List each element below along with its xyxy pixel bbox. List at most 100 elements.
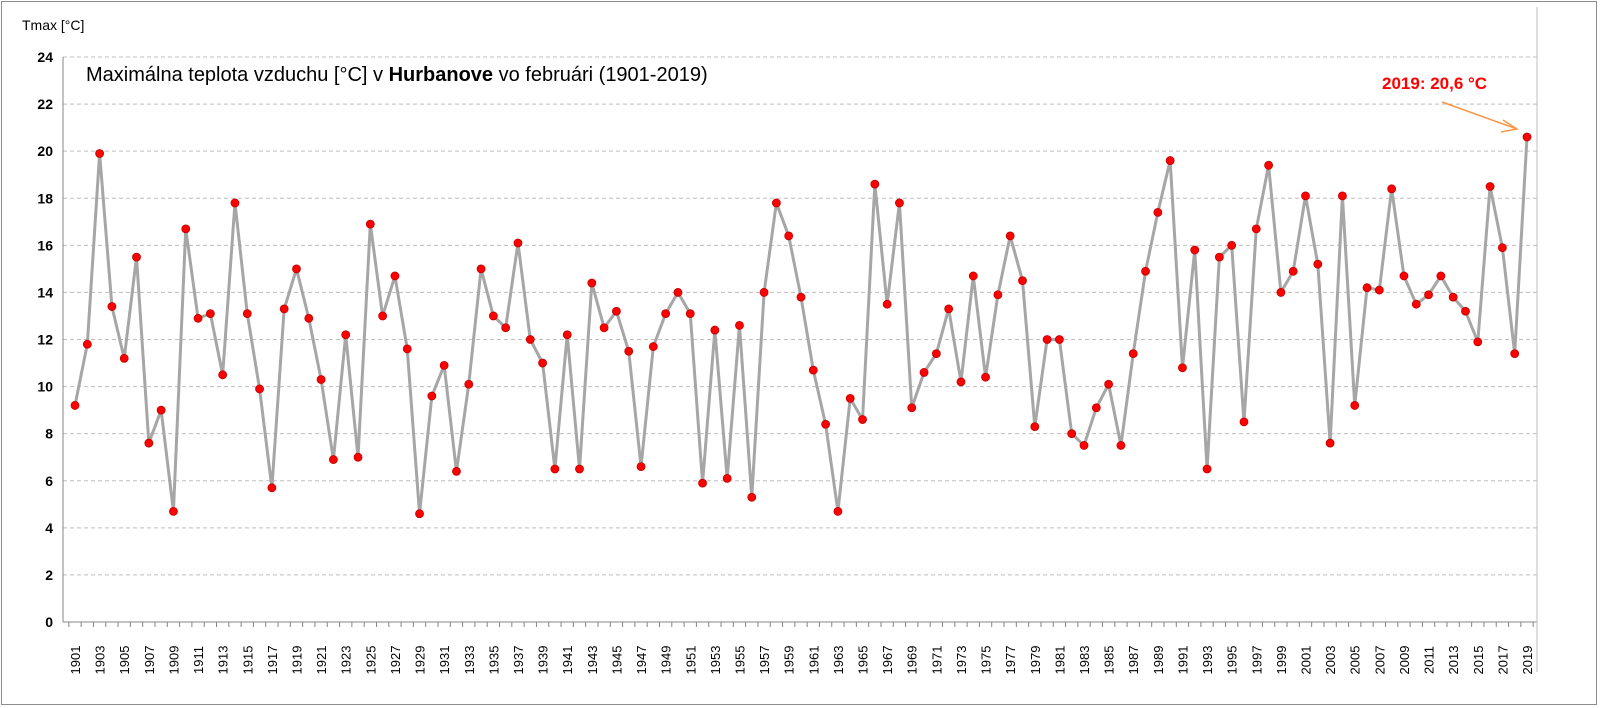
x-tick-label: 1957 — [757, 646, 772, 675]
x-tick-label: 1929 — [413, 646, 428, 675]
y-tick-label: 16 — [37, 237, 53, 253]
x-tick-label: 1979 — [1028, 646, 1043, 675]
data-point-2005 — [1350, 401, 1360, 410]
x-tick-label: 1963 — [831, 646, 846, 675]
data-point-2007 — [1374, 285, 1384, 295]
data-point-1905 — [119, 353, 129, 363]
x-tick-label: 1973 — [954, 646, 969, 675]
x-tick-label: 1945 — [609, 646, 624, 675]
data-point-1936 — [501, 323, 511, 333]
x-tick-label: 1959 — [782, 646, 797, 675]
data-point-2015 — [1473, 337, 1483, 347]
x-tick-label: 1989 — [1151, 646, 1166, 675]
x-tick-label: 2007 — [1372, 646, 1387, 675]
data-point-1974 — [968, 271, 978, 281]
data-point-1934 — [476, 264, 486, 274]
x-tick-label: 1971 — [929, 646, 944, 675]
data-point-1995 — [1227, 240, 1237, 250]
data-point-1956 — [747, 492, 757, 502]
data-point-1985 — [1104, 379, 1114, 389]
x-tick-label: 1907 — [142, 646, 157, 675]
data-point-1980 — [1042, 335, 1052, 344]
x-tick-label: 2015 — [1471, 646, 1486, 675]
x-tick-label: 1997 — [1249, 646, 1264, 675]
data-point-1986 — [1116, 441, 1126, 450]
data-point-1903 — [95, 149, 105, 158]
x-tick-label: 1917 — [265, 646, 280, 675]
data-point-1961 — [808, 365, 818, 375]
data-point-1969 — [907, 403, 917, 413]
data-point-1919 — [292, 264, 301, 274]
x-tick-label: 1981 — [1052, 646, 1067, 675]
data-point-2010 — [1411, 299, 1421, 309]
x-tick-label: 2019 — [1520, 646, 1535, 675]
x-tick-label: 2005 — [1348, 646, 1363, 675]
data-point-1953 — [710, 325, 720, 335]
x-tick-label: 1941 — [560, 646, 575, 675]
data-point-1954 — [722, 473, 732, 483]
y-tick-label: 8 — [45, 426, 53, 442]
data-point-1915 — [242, 309, 252, 319]
data-point-1922 — [329, 455, 338, 464]
data-point-1925 — [365, 219, 375, 229]
data-point-1976 — [993, 290, 1003, 300]
title-part: vo februári (1901-2019) — [493, 64, 708, 86]
x-tick-label: 1937 — [511, 646, 526, 675]
data-point-2014 — [1461, 306, 1470, 316]
chart-title: Maximálna teplota vzduchu [°C] v Hurbano… — [86, 64, 708, 87]
data-point-1924 — [353, 452, 363, 462]
data-point-1907 — [144, 438, 154, 448]
data-point-1904 — [107, 302, 117, 311]
data-point-2013 — [1448, 292, 1458, 302]
data-point-1920 — [304, 313, 314, 323]
x-tick-label: 1939 — [536, 646, 551, 675]
data-point-1989 — [1153, 207, 1163, 217]
annotation-arrowhead — [1500, 119, 1519, 133]
x-tick-label: 1923 — [339, 646, 354, 675]
data-point-1943 — [587, 278, 597, 288]
data-point-1946 — [624, 346, 634, 356]
data-point-2018 — [1510, 349, 1520, 359]
x-tick-label: 2009 — [1397, 646, 1412, 675]
data-point-2008 — [1387, 184, 1397, 194]
data-point-1967 — [882, 299, 892, 309]
x-tick-label: 1949 — [659, 646, 674, 675]
x-tick-label: 1925 — [363, 646, 378, 675]
x-tick-label: 1975 — [979, 646, 994, 675]
data-point-1983 — [1079, 441, 1089, 450]
data-point-1955 — [735, 320, 744, 330]
data-point-1977 — [1005, 231, 1015, 241]
data-point-1929 — [415, 509, 424, 519]
x-tick-label: 1913 — [216, 646, 231, 675]
data-point-1952 — [698, 478, 707, 488]
x-tick-label: 1919 — [289, 646, 304, 675]
data-point-1965 — [858, 415, 867, 424]
x-tick-label: 1995 — [1225, 646, 1240, 675]
y-tick-label: 0 — [45, 614, 53, 630]
x-tick-label: 1983 — [1077, 646, 1092, 675]
data-point-1906 — [132, 252, 141, 262]
y-tick-label: 12 — [37, 332, 53, 348]
x-tick-label: 1993 — [1200, 646, 1215, 675]
x-tick-label: 1915 — [240, 646, 255, 675]
x-tick-label: 1927 — [388, 646, 403, 675]
x-tick-label: 1935 — [486, 646, 501, 675]
x-tick-label: 1911 — [191, 646, 206, 674]
data-point-1962 — [821, 419, 831, 429]
data-point-1931 — [439, 360, 449, 370]
x-tick-label: 1921 — [314, 646, 329, 675]
data-point-1968 — [895, 198, 904, 208]
data-point-2011 — [1424, 290, 1433, 300]
data-point-1951 — [685, 309, 695, 319]
data-point-1997 — [1251, 224, 1261, 234]
title-part: Maximálna teplota vzduchu [°C] v — [86, 64, 389, 86]
data-point-1909 — [169, 506, 178, 516]
x-tick-label: 1961 — [806, 646, 821, 675]
data-point-1942 — [575, 464, 584, 474]
data-point-2019 — [1522, 132, 1532, 142]
data-point-1916 — [255, 384, 264, 394]
data-point-1966 — [870, 179, 880, 189]
x-tick-label: 1965 — [856, 646, 871, 675]
